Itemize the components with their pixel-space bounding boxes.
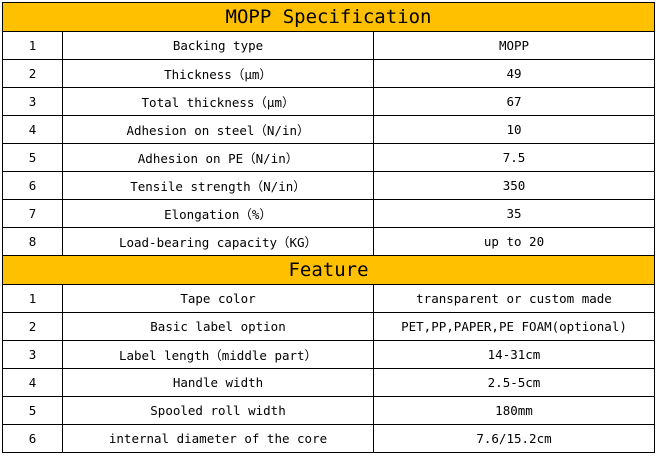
row-number: 5: [2, 396, 63, 425]
section-title: Feature: [2, 255, 655, 285]
row-value: 35: [373, 199, 655, 228]
row-label: Tape color: [62, 284, 374, 313]
row-number: 2: [2, 312, 63, 341]
row-number: 3: [2, 87, 63, 116]
row-number: 1: [2, 284, 63, 313]
row-value: 180mm: [373, 396, 655, 425]
table-row: 2 Basic label option PET,PP,PAPER,PE FOAM(…: [2, 312, 655, 341]
row-label: Handle width: [62, 368, 374, 397]
row-label: Backing type: [62, 31, 374, 60]
row-label: Adhesion on steel（N/in）: [62, 115, 374, 144]
row-value: 7.5: [373, 143, 655, 172]
table-body: MOPP Specification 1 Backing type MOPP 2 Thic…: [2, 2, 655, 453]
row-label: Adhesion on PE（N/in）: [62, 143, 374, 172]
row-label: internal diameter of the core: [62, 424, 374, 453]
row-value: 49: [373, 59, 655, 88]
section-title: MOPP Specification: [2, 2, 655, 32]
row-value: 14-31cm: [373, 340, 655, 369]
row-value: 350: [373, 171, 655, 200]
table-row: 3 Total thickness（μm） 67: [2, 87, 655, 116]
row-value: MOPP: [373, 31, 655, 60]
row-label: Thickness（μm）: [62, 59, 374, 88]
row-number: 8: [2, 227, 63, 256]
row-number: 4: [2, 115, 63, 144]
row-value: 10: [373, 115, 655, 144]
row-label: Elongation（%）: [62, 199, 374, 228]
table-row: 5 Adhesion on PE（N/in） 7.5: [2, 143, 655, 172]
row-number: 6: [2, 171, 63, 200]
row-value: transparent or custom made: [373, 284, 655, 313]
table-row: 2 Thickness（μm） 49: [2, 59, 655, 88]
row-number: 5: [2, 143, 63, 172]
row-value: 7.6/15.2cm: [373, 424, 655, 453]
table-row: 3 Label length（middle part） 14-31cm: [2, 340, 655, 369]
row-value: up to 20: [373, 227, 655, 256]
row-number: 2: [2, 59, 63, 88]
row-number: 7: [2, 199, 63, 228]
table-row: 7 Elongation（%） 35: [2, 199, 655, 228]
section-header-row: Feature: [2, 255, 655, 285]
row-label: Total thickness（μm）: [62, 87, 374, 116]
table-row: 6 Tensile strength（N/in） 350: [2, 171, 655, 200]
row-number: 4: [2, 368, 63, 397]
section-header-row: MOPP Specification: [2, 2, 655, 32]
table-row: 4 Adhesion on steel（N/in） 10: [2, 115, 655, 144]
table-row: 1 Tape color transparent or custom made: [2, 284, 655, 313]
row-number: 6: [2, 424, 63, 453]
row-value: PET,PP,PAPER,PE FOAM(optional): [373, 312, 655, 341]
table-row: 1 Backing type MOPP: [2, 31, 655, 60]
row-label: Spooled roll width: [62, 396, 374, 425]
table-row: 8 Load-bearing capacity（KG） up to 20: [2, 227, 655, 256]
row-label: Tensile strength（N/in）: [62, 171, 374, 200]
row-label: Load-bearing capacity（KG）: [62, 227, 374, 256]
row-value: 2.5-5cm: [373, 368, 655, 397]
table-row: 6 internal diameter of the core 7.6/15.2cm: [2, 424, 655, 453]
spec-table: MOPP Specification 1 Backing type MOPP 2 Thic…: [2, 2, 655, 453]
row-label: Label length（middle part）: [62, 340, 374, 369]
row-label: Basic label option: [62, 312, 374, 341]
table-row: 4 Handle width 2.5-5cm: [2, 368, 655, 397]
row-number: 1: [2, 31, 63, 60]
table-row: 5 Spooled roll width 180mm: [2, 396, 655, 425]
row-number: 3: [2, 340, 63, 369]
row-value: 67: [373, 87, 655, 116]
